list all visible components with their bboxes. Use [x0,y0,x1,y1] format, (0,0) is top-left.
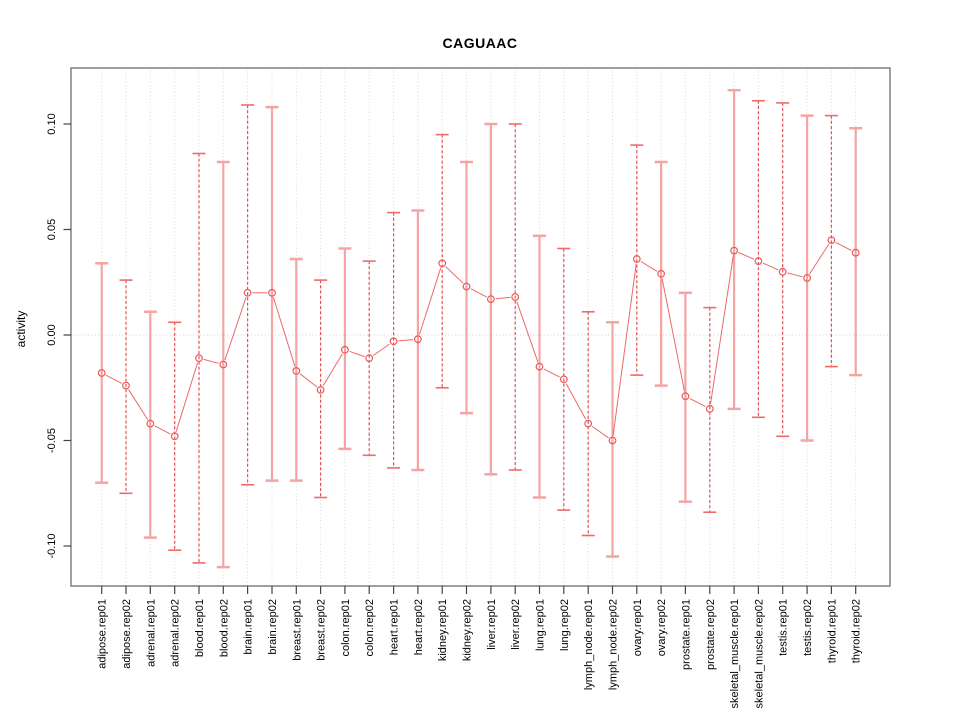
svg-text:testis.rep01: testis.rep01 [778,599,790,656]
svg-text:blood.rep01: blood.rep01 [194,599,206,657]
x-tick-labels: adipose.rep01 adipose.rep02 adrenal.rep01 a… [97,599,863,708]
svg-text:lymph_node.rep02: lymph_node.rep02 [608,599,620,690]
svg-text:thyroid.rep02: thyroid.rep02 [851,599,863,663]
connector-lines [105,241,852,439]
svg-text:skeletal_muscle.rep01: skeletal_muscle.rep01 [729,599,741,708]
chart-title: CAGUAAC [442,35,518,51]
error-bars [95,88,863,569]
svg-text:brain.rep02: brain.rep02 [267,599,279,655]
svg-text:adrenal.rep02: adrenal.rep02 [170,599,182,667]
y-tick-labels: 0.10 0.05 0.00 -0.05 -0.10 [46,113,58,558]
svg-text:kidney.rep01: kidney.rep01 [437,599,449,661]
svg-text:0.05: 0.05 [46,219,58,240]
svg-text:adipose.rep01: adipose.rep01 [97,599,109,669]
svg-text:adrenal.rep01: adrenal.rep01 [145,599,157,667]
svg-text:lymph_node.rep01: lymph_node.rep01 [583,599,595,690]
svg-text:blood.rep02: blood.rep02 [218,599,230,657]
svg-text:-0.05: -0.05 [46,428,58,453]
svg-text:kidney.rep02: kidney.rep02 [462,599,474,661]
svg-text:prostate.rep01: prostate.rep01 [680,599,692,670]
svg-text:lung.rep02: lung.rep02 [559,599,571,651]
svg-text:ovary.rep01: ovary.rep01 [632,599,644,656]
data-points [97,236,860,445]
svg-text:thyroid.rep01: thyroid.rep01 [826,599,838,663]
svg-text:liver.rep02: liver.rep02 [510,599,522,650]
svg-text:testis.rep02: testis.rep02 [802,599,814,656]
svg-text:breast.rep02: breast.rep02 [316,599,328,661]
svg-text:colon.rep02: colon.rep02 [364,599,376,657]
svg-text:colon.rep01: colon.rep01 [340,599,352,657]
svg-text:0.10: 0.10 [46,113,58,134]
svg-text:0.00: 0.00 [46,324,58,345]
axis-ticks [63,123,857,594]
svg-text:skeletal_muscle.rep02: skeletal_muscle.rep02 [753,599,765,708]
plot-box [70,67,891,587]
svg-text:ovary.rep02: ovary.rep02 [656,599,668,656]
svg-text:adipose.rep02: adipose.rep02 [121,599,133,669]
svg-text:brain.rep01: brain.rep01 [243,599,255,655]
svg-text:liver.rep01: liver.rep01 [486,599,498,650]
svg-text:breast.rep01: breast.rep01 [291,599,303,661]
gridlines [71,68,890,586]
svg-text:heart.rep01: heart.rep01 [389,599,401,655]
svg-text:heart.rep02: heart.rep02 [413,599,425,655]
svg-text:prostate.rep02: prostate.rep02 [705,599,717,670]
svg-text:lung.rep01: lung.rep01 [535,599,547,651]
svg-text:-0.10: -0.10 [46,533,58,558]
